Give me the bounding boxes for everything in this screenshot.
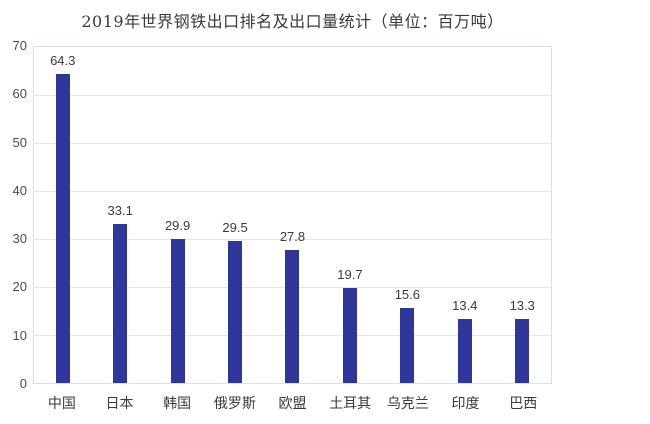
bar: [515, 319, 530, 383]
bar-slot: 64.3: [34, 47, 91, 383]
gridline: [34, 191, 551, 192]
bar-value-label: 29.9: [164, 218, 191, 234]
bar: [342, 288, 357, 383]
bar-value-label: 13.3: [509, 298, 535, 314]
y-tick-label: 10: [12, 327, 27, 343]
bar-value-label: 33.1: [107, 203, 133, 219]
bar-slot: 33.1: [91, 47, 148, 383]
bar: [113, 224, 128, 383]
bars-row: 64.3 33.1 29.9 29.5 27.8 19.7 15.6 13.4 13.3: [34, 47, 551, 383]
bar-slot: 13.4: [436, 47, 493, 383]
bar-slot: 13.3: [494, 47, 551, 383]
bar-value-label: 19.7: [337, 267, 363, 283]
bar-value-label: 29.5: [222, 220, 248, 236]
bar-value-label: 13.4: [452, 297, 478, 313]
x-category-label: 中国: [47, 396, 76, 412]
x-category-label: 韩国: [163, 396, 192, 412]
bar: [457, 318, 472, 383]
gridline: [34, 239, 551, 240]
y-tick-label: 60: [12, 86, 27, 102]
x-axis-category-labels: 中国 日本 韩国 俄罗斯 欧盟 土耳其 乌克兰 印度 巴西: [33, 394, 552, 416]
bar: [55, 74, 70, 383]
bar: [400, 308, 415, 383]
chart-title: 2019年世界钢铁出口排名及出口量统计（单位：百万吨）: [81, 12, 504, 31]
bar: [170, 239, 185, 383]
y-tick-label: 50: [12, 134, 27, 150]
bar-slot: 29.9: [149, 47, 206, 383]
x-category-label: 土耳其: [329, 396, 372, 412]
gridline: [34, 143, 551, 144]
bar-slot: 29.5: [206, 47, 263, 383]
gridline: [34, 95, 551, 96]
bar: [285, 249, 300, 383]
bar-slot: 19.7: [321, 47, 378, 383]
plot-area: 64.3 33.1 29.9 29.5 27.8 19.7 15.6 13.4 13.3: [33, 46, 552, 384]
x-category-label: 巴西: [509, 396, 538, 412]
x-category-label: 日本: [105, 396, 134, 412]
y-tick-label: 20: [12, 279, 27, 295]
y-tick-label: 30: [12, 231, 27, 247]
x-category-label: 印度: [451, 396, 480, 412]
bar-slot: 15.6: [379, 47, 436, 383]
bar: [228, 241, 243, 383]
bar-value-label: 15.6: [394, 287, 420, 303]
bar-value-label: 64.3: [50, 53, 76, 69]
x-category-label: 乌克兰: [386, 396, 429, 412]
y-tick-label: 70: [12, 38, 27, 53]
y-tick-label: 40: [12, 182, 27, 198]
y-tick-label: 0: [19, 376, 27, 391]
x-category-label: 俄罗斯: [213, 396, 256, 412]
bar-value-label: 27.8: [279, 228, 306, 244]
x-category-label: 欧盟: [278, 396, 307, 412]
bar-slot: 27.8: [264, 47, 321, 383]
